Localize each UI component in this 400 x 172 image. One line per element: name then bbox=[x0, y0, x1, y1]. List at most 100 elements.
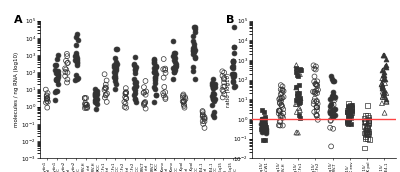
Point bbox=[162, 96, 169, 99]
Point bbox=[263, 132, 270, 135]
Point bbox=[366, 119, 372, 122]
Point bbox=[152, 76, 158, 79]
Point bbox=[201, 127, 208, 129]
Point bbox=[161, 85, 168, 88]
Point bbox=[190, 46, 196, 49]
Point bbox=[82, 103, 88, 106]
Point bbox=[209, 84, 215, 87]
Point bbox=[263, 128, 270, 131]
Point bbox=[327, 105, 334, 107]
Point bbox=[262, 116, 268, 118]
Point bbox=[94, 93, 100, 95]
Point bbox=[349, 109, 356, 111]
Point bbox=[330, 103, 337, 106]
Point bbox=[162, 98, 169, 100]
Point bbox=[171, 52, 177, 55]
Point bbox=[362, 121, 369, 124]
Point bbox=[181, 100, 187, 102]
Point bbox=[201, 120, 208, 123]
Point bbox=[279, 89, 286, 92]
Point bbox=[293, 86, 300, 89]
Point bbox=[221, 93, 228, 96]
Point bbox=[378, 83, 385, 86]
Point bbox=[82, 97, 88, 100]
Point bbox=[346, 107, 352, 109]
Point bbox=[383, 63, 389, 66]
Point bbox=[344, 111, 350, 113]
Point bbox=[73, 59, 80, 61]
Point bbox=[73, 55, 79, 57]
Point bbox=[294, 91, 300, 94]
Point bbox=[92, 93, 98, 96]
Point bbox=[330, 80, 336, 83]
Point bbox=[363, 130, 370, 133]
Point bbox=[74, 56, 80, 59]
Point bbox=[190, 66, 196, 69]
Point bbox=[277, 121, 284, 123]
Point bbox=[296, 99, 302, 101]
Point bbox=[295, 91, 302, 94]
Point bbox=[280, 108, 286, 111]
Point bbox=[293, 85, 299, 88]
Point bbox=[121, 100, 128, 103]
Point bbox=[229, 66, 235, 69]
Point bbox=[262, 118, 268, 121]
Point bbox=[260, 117, 267, 120]
Point bbox=[345, 108, 352, 110]
Point bbox=[112, 57, 118, 59]
Point bbox=[171, 68, 178, 70]
Point bbox=[294, 95, 300, 98]
Point bbox=[311, 111, 318, 113]
Point bbox=[262, 139, 269, 141]
Point bbox=[191, 26, 197, 28]
Point bbox=[200, 113, 206, 116]
Point bbox=[142, 93, 149, 96]
Point bbox=[296, 106, 302, 109]
Point bbox=[200, 120, 206, 122]
Point bbox=[260, 126, 266, 128]
Point bbox=[112, 77, 118, 79]
Point bbox=[379, 77, 386, 80]
Point bbox=[314, 92, 320, 94]
Point bbox=[293, 66, 299, 69]
Point bbox=[153, 73, 159, 76]
Point bbox=[345, 122, 351, 125]
Point bbox=[260, 124, 266, 126]
Point bbox=[363, 131, 369, 134]
Point bbox=[44, 94, 50, 97]
Point bbox=[362, 137, 368, 140]
Point bbox=[123, 87, 129, 89]
Point bbox=[258, 120, 265, 122]
Point bbox=[180, 101, 187, 104]
Point bbox=[104, 92, 110, 95]
Point bbox=[277, 124, 283, 127]
Point bbox=[327, 126, 333, 129]
Point bbox=[151, 61, 158, 64]
Point bbox=[278, 104, 285, 107]
Point bbox=[261, 120, 268, 123]
Point bbox=[348, 104, 354, 106]
Point bbox=[190, 40, 196, 42]
Point bbox=[345, 114, 352, 117]
Point bbox=[314, 102, 321, 105]
Point bbox=[314, 85, 320, 87]
Point bbox=[82, 102, 88, 105]
Point bbox=[171, 55, 178, 57]
Point bbox=[209, 94, 216, 97]
Point bbox=[209, 82, 216, 85]
Point bbox=[53, 90, 60, 93]
Point bbox=[328, 112, 334, 114]
Point bbox=[150, 70, 157, 73]
Point bbox=[345, 115, 352, 118]
Point bbox=[330, 94, 336, 97]
Point bbox=[64, 55, 70, 57]
Point bbox=[378, 82, 385, 85]
Point bbox=[261, 125, 268, 128]
Point bbox=[111, 71, 118, 73]
Point bbox=[192, 56, 198, 59]
Point bbox=[210, 110, 217, 113]
Point bbox=[314, 106, 320, 109]
Point bbox=[73, 55, 79, 58]
Point bbox=[381, 90, 388, 93]
Point bbox=[112, 80, 118, 82]
